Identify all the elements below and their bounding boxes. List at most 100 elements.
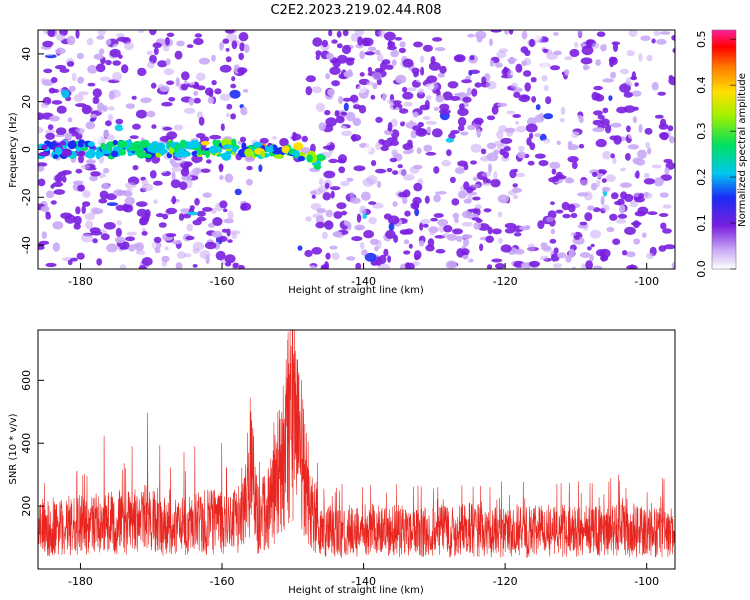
heatmap-blob bbox=[59, 68, 70, 73]
heatmap-blob bbox=[627, 144, 640, 150]
heatmap-blob bbox=[540, 242, 548, 248]
snr-x-axis-label: Height of straight line (km) bbox=[288, 585, 424, 596]
heatmap-blob bbox=[75, 168, 83, 174]
heatmap-blob bbox=[90, 171, 101, 177]
heatmap-blob bbox=[541, 63, 549, 68]
heatmap-blob bbox=[562, 213, 571, 219]
heatmap-blob bbox=[291, 262, 296, 268]
heatmap-blob bbox=[78, 155, 84, 164]
heatmap-signal-blob bbox=[127, 151, 133, 157]
heatmap-blob bbox=[312, 213, 324, 219]
heatmap-blob bbox=[506, 128, 514, 137]
heatmap-blob bbox=[61, 89, 70, 99]
heatmap-blob bbox=[332, 58, 341, 68]
heatmap-blob bbox=[133, 253, 142, 261]
heatmap-blob bbox=[108, 114, 114, 122]
heatmap-blob bbox=[177, 251, 186, 259]
heatmap-blob bbox=[489, 60, 495, 67]
heatmap-blob bbox=[250, 72, 261, 80]
heatmap-blob bbox=[479, 243, 484, 252]
heatmap-blob bbox=[331, 39, 338, 44]
heatmap-blob bbox=[311, 247, 323, 255]
heatmap-blob bbox=[278, 238, 290, 243]
heatmap-blob bbox=[602, 150, 612, 160]
colorbar-tick-label: 0.0 bbox=[695, 260, 708, 278]
heatmap-blob bbox=[180, 167, 190, 177]
heatmap-blob bbox=[137, 30, 145, 34]
heatmap-signal-blob bbox=[77, 142, 84, 148]
heatmap-blob bbox=[434, 47, 446, 52]
heatmap-blob bbox=[535, 104, 541, 111]
heatmap-blob bbox=[625, 76, 631, 87]
heatmap-blob bbox=[328, 30, 333, 37]
heatmap-signal-blob bbox=[292, 150, 300, 157]
heatmap-blob bbox=[146, 110, 156, 118]
heatmap-blob bbox=[259, 137, 269, 144]
heatmap-blob bbox=[396, 114, 406, 123]
snr-y-tick-label: 400 bbox=[20, 433, 33, 454]
heatmap-blob bbox=[103, 222, 116, 230]
heatmap-blob bbox=[211, 80, 217, 86]
heatmap-blob bbox=[402, 174, 415, 181]
heatmap-blob bbox=[359, 241, 365, 250]
heatmap-blob bbox=[620, 167, 626, 172]
heatmap-blob bbox=[510, 82, 518, 89]
heatmap-blob bbox=[254, 264, 261, 269]
heatmap-blob bbox=[78, 128, 85, 135]
heatmap-blob bbox=[617, 213, 628, 219]
heatmap-blob bbox=[224, 173, 234, 183]
snr-y-ticks: 200 400 600 bbox=[20, 370, 44, 517]
heatmap-blob bbox=[52, 221, 64, 230]
heatmap-blob bbox=[289, 185, 294, 191]
heatmap-blob bbox=[55, 47, 66, 55]
heatmap-blob bbox=[73, 94, 84, 102]
heatmap-blob bbox=[45, 211, 51, 216]
heatmap-blob bbox=[663, 244, 675, 250]
heatmap-blob bbox=[601, 186, 611, 192]
heatmap-blob bbox=[420, 66, 425, 76]
heatmap-blob bbox=[38, 112, 44, 120]
heatmap-blob bbox=[626, 125, 631, 133]
heatmap-blob bbox=[629, 200, 639, 208]
heatmap-blob bbox=[647, 147, 652, 155]
heatmap-blob bbox=[364, 51, 375, 56]
snr-x-tick-label: -160 bbox=[210, 575, 235, 588]
heatmap-blob bbox=[325, 209, 333, 218]
snr-x-tick-label: -140 bbox=[351, 575, 376, 588]
heatmap-blob bbox=[538, 160, 549, 167]
heatmap-blob bbox=[196, 210, 206, 217]
heatmap-blob bbox=[583, 63, 588, 71]
heatmap-blob bbox=[529, 132, 534, 140]
heatmap-blob bbox=[399, 41, 406, 48]
heatmap-blob bbox=[45, 190, 55, 199]
heatmap-blob bbox=[173, 124, 184, 131]
heatmap-blob bbox=[624, 226, 636, 235]
heatmap-blob bbox=[428, 61, 441, 71]
heatmap-blob bbox=[304, 249, 313, 258]
heatmap-blob bbox=[527, 243, 536, 253]
heatmap-blob bbox=[578, 143, 585, 149]
heatmap-blob bbox=[609, 135, 618, 141]
heatmap-blob bbox=[546, 90, 556, 98]
heatmap-blob bbox=[425, 120, 437, 126]
heatmap-blob bbox=[449, 176, 456, 184]
heatmap-blob bbox=[287, 248, 296, 255]
heatmap-blob bbox=[293, 62, 303, 69]
heatmap-signal-blob bbox=[272, 149, 283, 155]
heatmap-signal-blob bbox=[157, 148, 168, 155]
heatmap-blob bbox=[463, 238, 470, 247]
heatmap-blob bbox=[202, 207, 213, 212]
heatmap-blob bbox=[186, 223, 194, 232]
heatmap-blob bbox=[240, 106, 248, 116]
heatmap-blob bbox=[155, 213, 165, 218]
heatmap-blob bbox=[580, 57, 593, 65]
heatmap-blob bbox=[386, 167, 393, 173]
heatmap-blob bbox=[303, 55, 310, 63]
heatmap-blob bbox=[267, 233, 279, 241]
heatmap-blob bbox=[589, 254, 594, 262]
heatmap-y-tick-label: 20 bbox=[20, 95, 33, 109]
heatmap-blob bbox=[508, 30, 514, 35]
heatmap-blob bbox=[209, 90, 214, 98]
heatmap-blob bbox=[115, 33, 125, 38]
heatmap-blob bbox=[263, 76, 269, 83]
